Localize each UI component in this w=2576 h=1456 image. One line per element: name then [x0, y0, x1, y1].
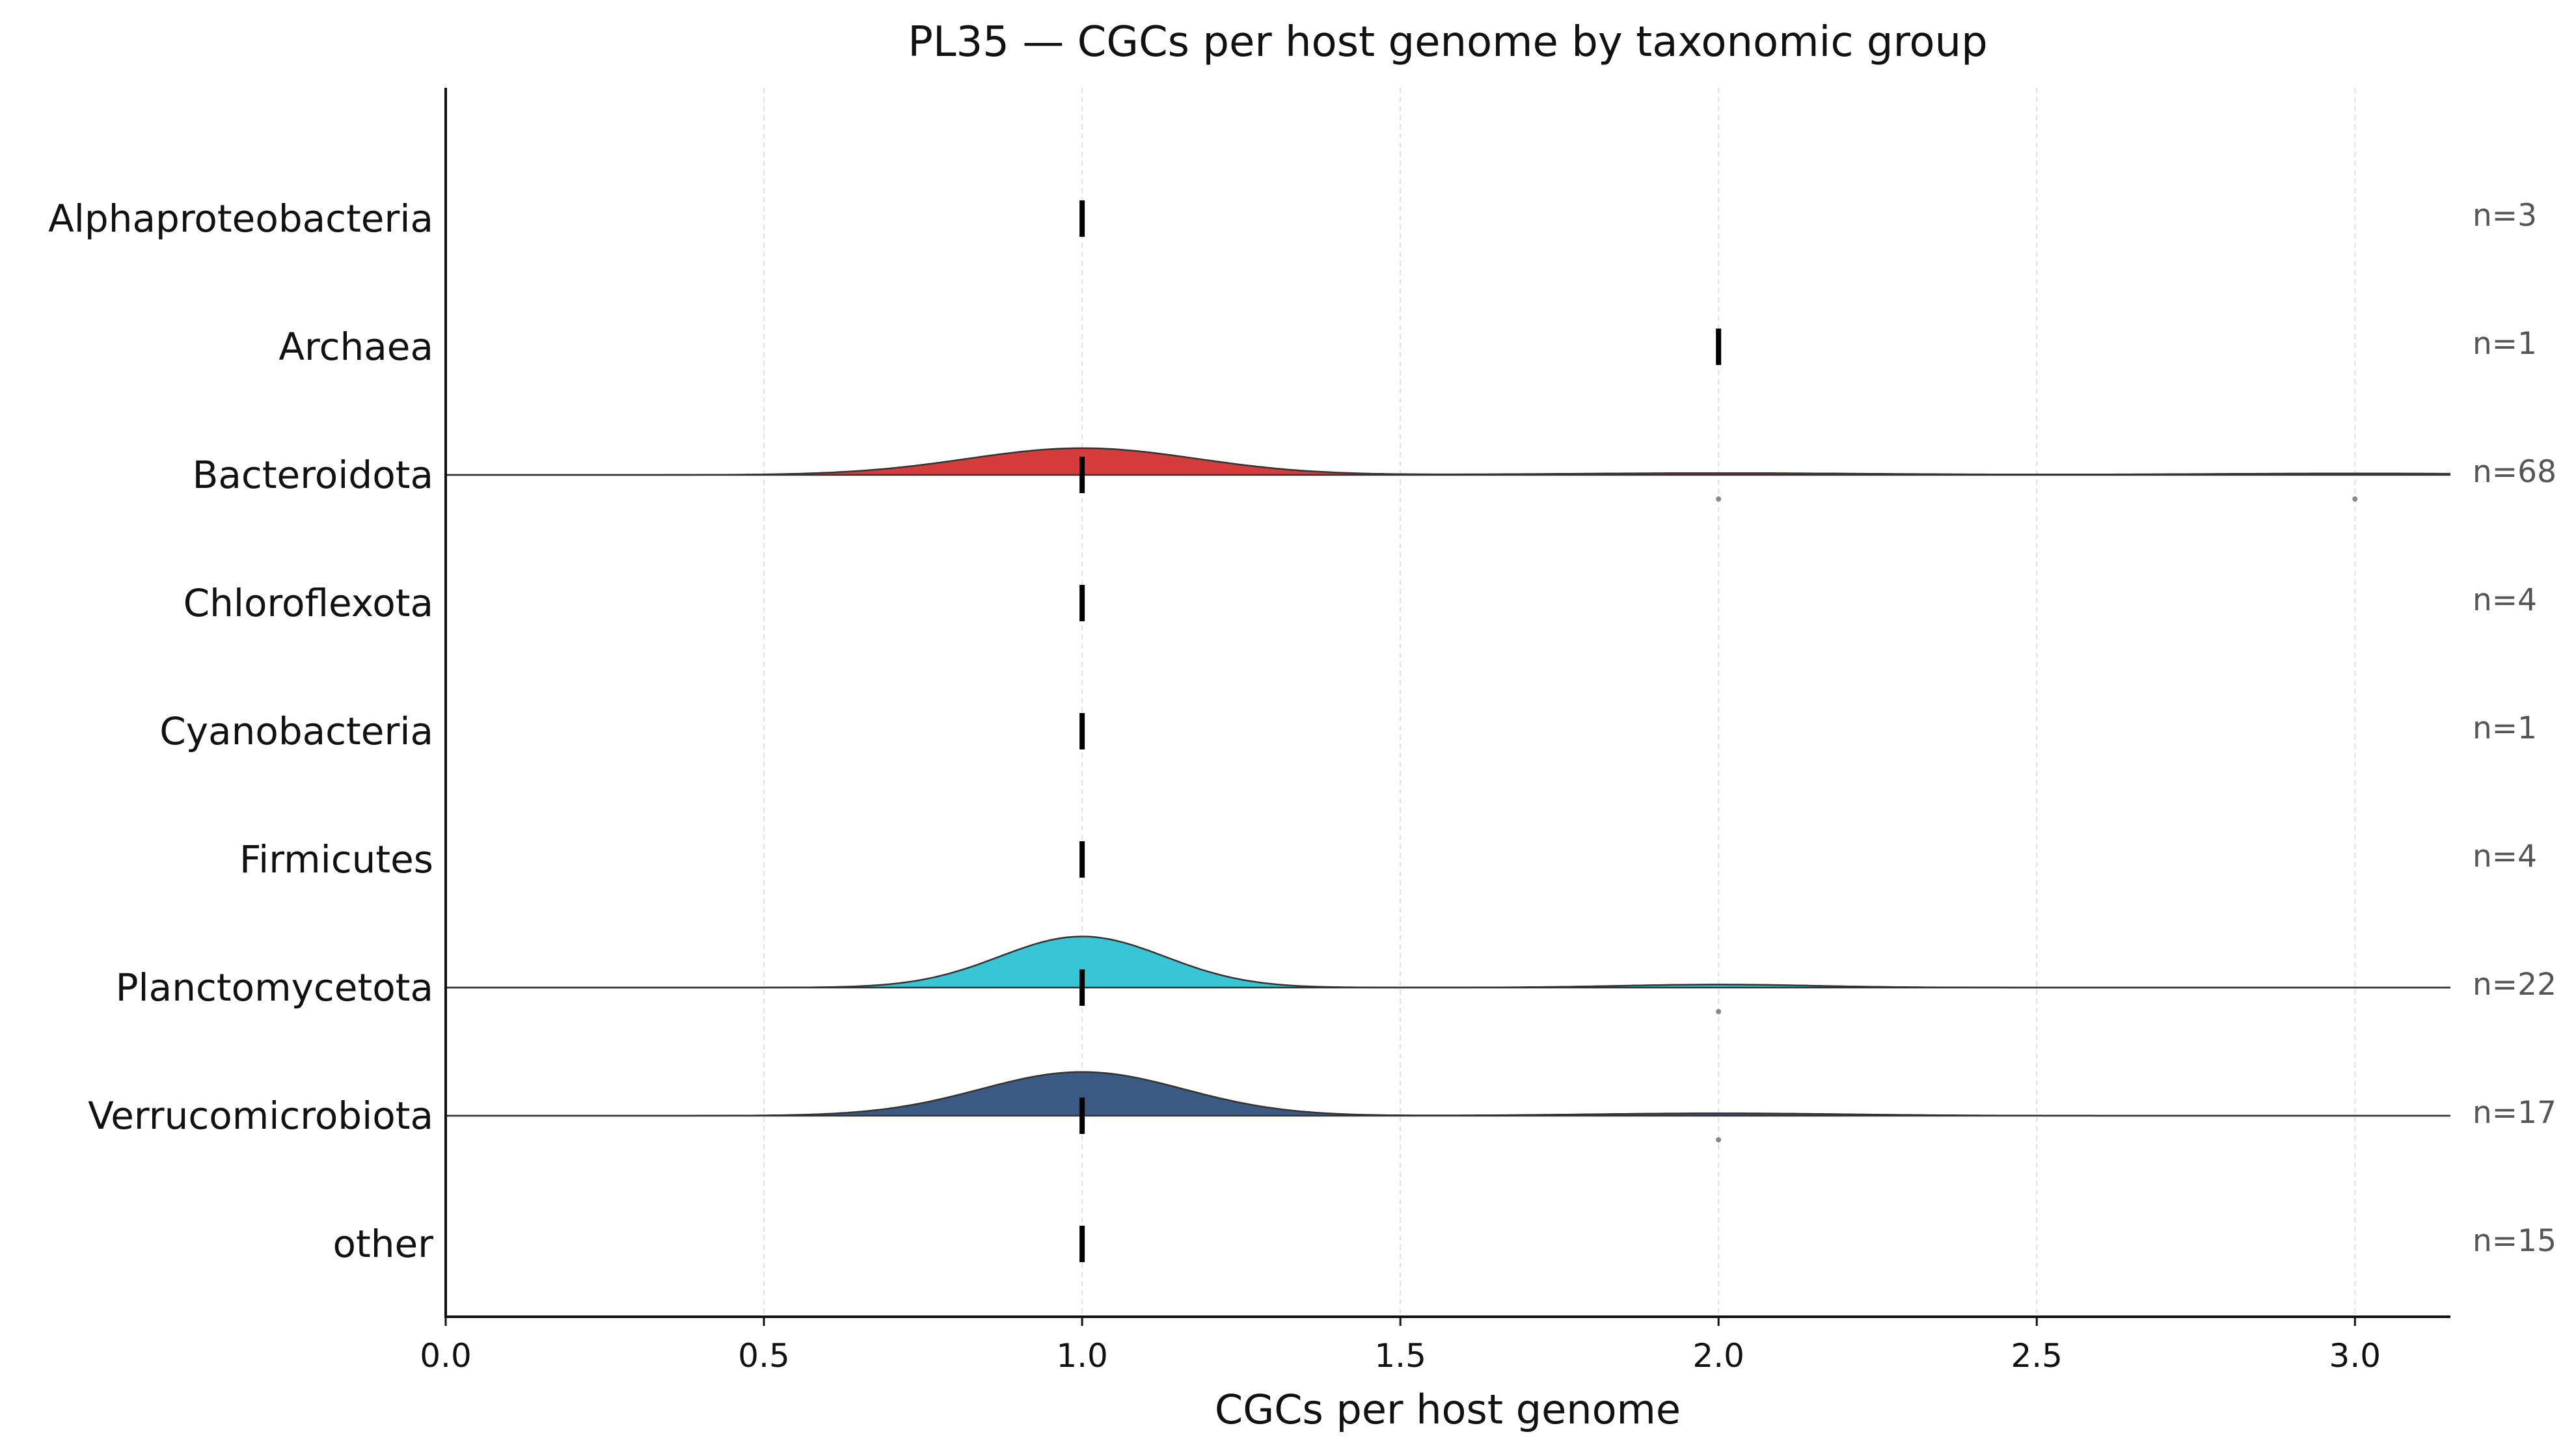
count-label: n=68 [2473, 454, 2556, 490]
category-label: Cyanobacteria [159, 709, 433, 753]
grid-lines [445, 88, 2356, 1317]
count-label: n=15 [2473, 1223, 2556, 1259]
count-label: n=17 [2473, 1095, 2556, 1131]
outlier-point [1716, 1009, 1722, 1014]
category-label: Chloroflexota [183, 581, 433, 625]
ridge-area-bacteroidota [446, 448, 2450, 475]
x-ticks: 0.0 0.5 1.0 1.5 2.0 2.5 3.0 [420, 1317, 2381, 1375]
category-label: Alphaproteobacteria [48, 196, 433, 241]
ridges [446, 200, 2450, 1262]
count-label: n=1 [2473, 326, 2537, 362]
category-label: Firmicutes [239, 837, 433, 882]
x-tick-label: 2.0 [1692, 1337, 1744, 1375]
outlier-point [1716, 1137, 1722, 1142]
category-label: Archaea [278, 325, 433, 369]
ridge-area-planctomycetota [446, 936, 2450, 988]
x-tick-label: 2.5 [2011, 1337, 2063, 1375]
category-label: Verrucomicrobiota [88, 1094, 433, 1138]
count-label: n=4 [2473, 839, 2537, 874]
ridge-outline-verrucomicrobiota [446, 1071, 2450, 1117]
axes [444, 88, 2450, 1318]
x-axis-title: CGCs per host genome [1215, 1386, 1681, 1433]
count-label: n=22 [2473, 967, 2556, 1003]
ridge-area-verrucomicrobiota [446, 1072, 2450, 1116]
ridge-outline-planctomycetota [446, 936, 2450, 989]
labels: Alphaproteobacteria n=3 Archaea n=1 Bacteroi… [48, 196, 2556, 1266]
x-tick-label: 3.0 [2329, 1337, 2381, 1375]
count-label: n=1 [2473, 710, 2537, 746]
category-label: Planctomycetota [116, 965, 433, 1010]
outlier-point [2352, 496, 2358, 502]
ridge-outline-bacteroidota [446, 447, 2450, 476]
count-label: n=3 [2473, 198, 2537, 234]
chart-title: PL35 — CGCs per host genome by taxonomic… [908, 18, 1987, 66]
category-label: other [332, 1222, 433, 1266]
category-label: Bacteroidota [193, 453, 433, 497]
x-tick-label: 0.5 [738, 1337, 790, 1375]
x-tick-label: 0.0 [420, 1337, 472, 1375]
x-tick-label: 1.5 [1374, 1337, 1426, 1375]
count-label: n=4 [2473, 582, 2537, 618]
x-tick-label: 1.0 [1056, 1337, 1108, 1375]
outlier-point [1716, 496, 1722, 502]
